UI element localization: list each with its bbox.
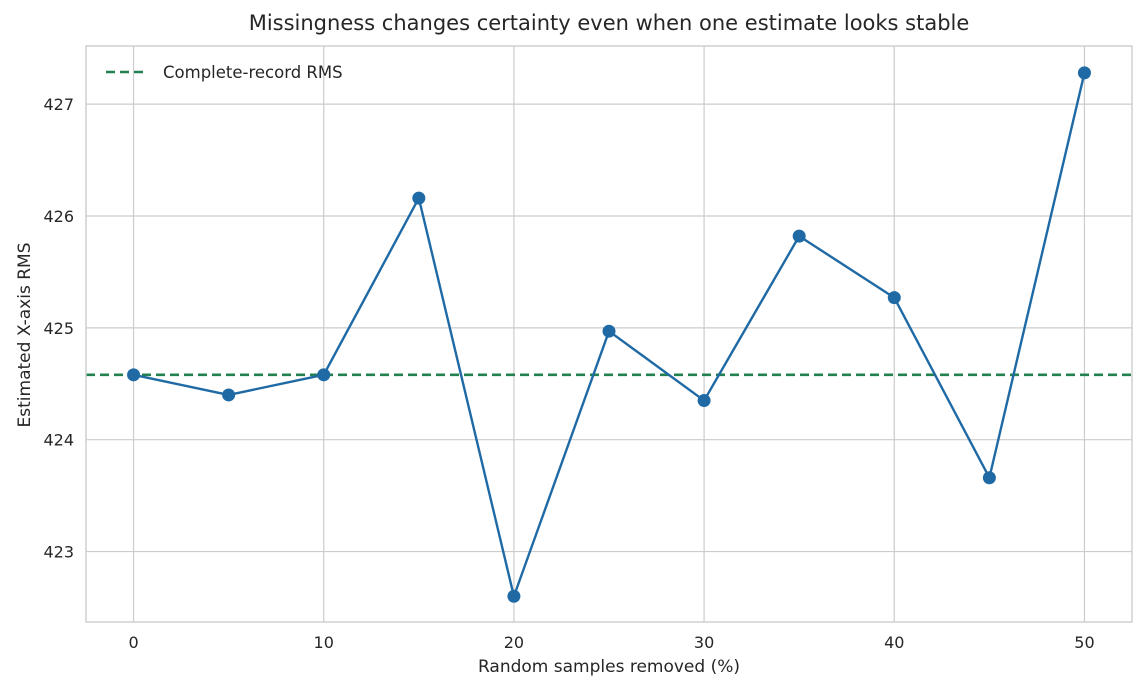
y-tick-label: 426 [43,207,74,226]
data-point [222,388,236,402]
x-tick-label: 30 [694,633,714,652]
x-axis-label: Random samples removed (%) [478,657,740,677]
x-tick-label: 40 [884,633,904,652]
data-point [1077,66,1091,80]
y-tick-label: 423 [43,543,74,562]
legend: Complete-record RMS [106,63,343,82]
data-point [602,324,616,338]
series-layer [127,66,1091,603]
data-point [887,291,901,305]
data-point [317,368,331,382]
tick-label-layer: 0 10 20 30 40 50 423 424 425 426 427 [43,95,1094,652]
data-point [697,394,711,408]
x-tick-label: 50 [1074,633,1094,652]
chart-title: Missingness changes certainty even when … [249,11,970,35]
data-point [792,229,806,243]
plot-frame [85,45,1133,623]
data-point [982,471,996,485]
data-point [412,191,426,205]
x-tick-label: 20 [504,633,524,652]
y-tick-label: 427 [43,95,74,114]
y-axis-label: Estimated X-axis RMS [15,243,35,428]
y-tick-label: 425 [43,319,74,338]
y-tick-label: 424 [43,431,74,450]
legend-label-complete-record-rms: Complete-record RMS [163,63,343,82]
data-point [507,589,521,603]
x-tick-label: 0 [128,633,138,652]
data-point [127,368,141,382]
x-tick-label: 10 [314,633,334,652]
